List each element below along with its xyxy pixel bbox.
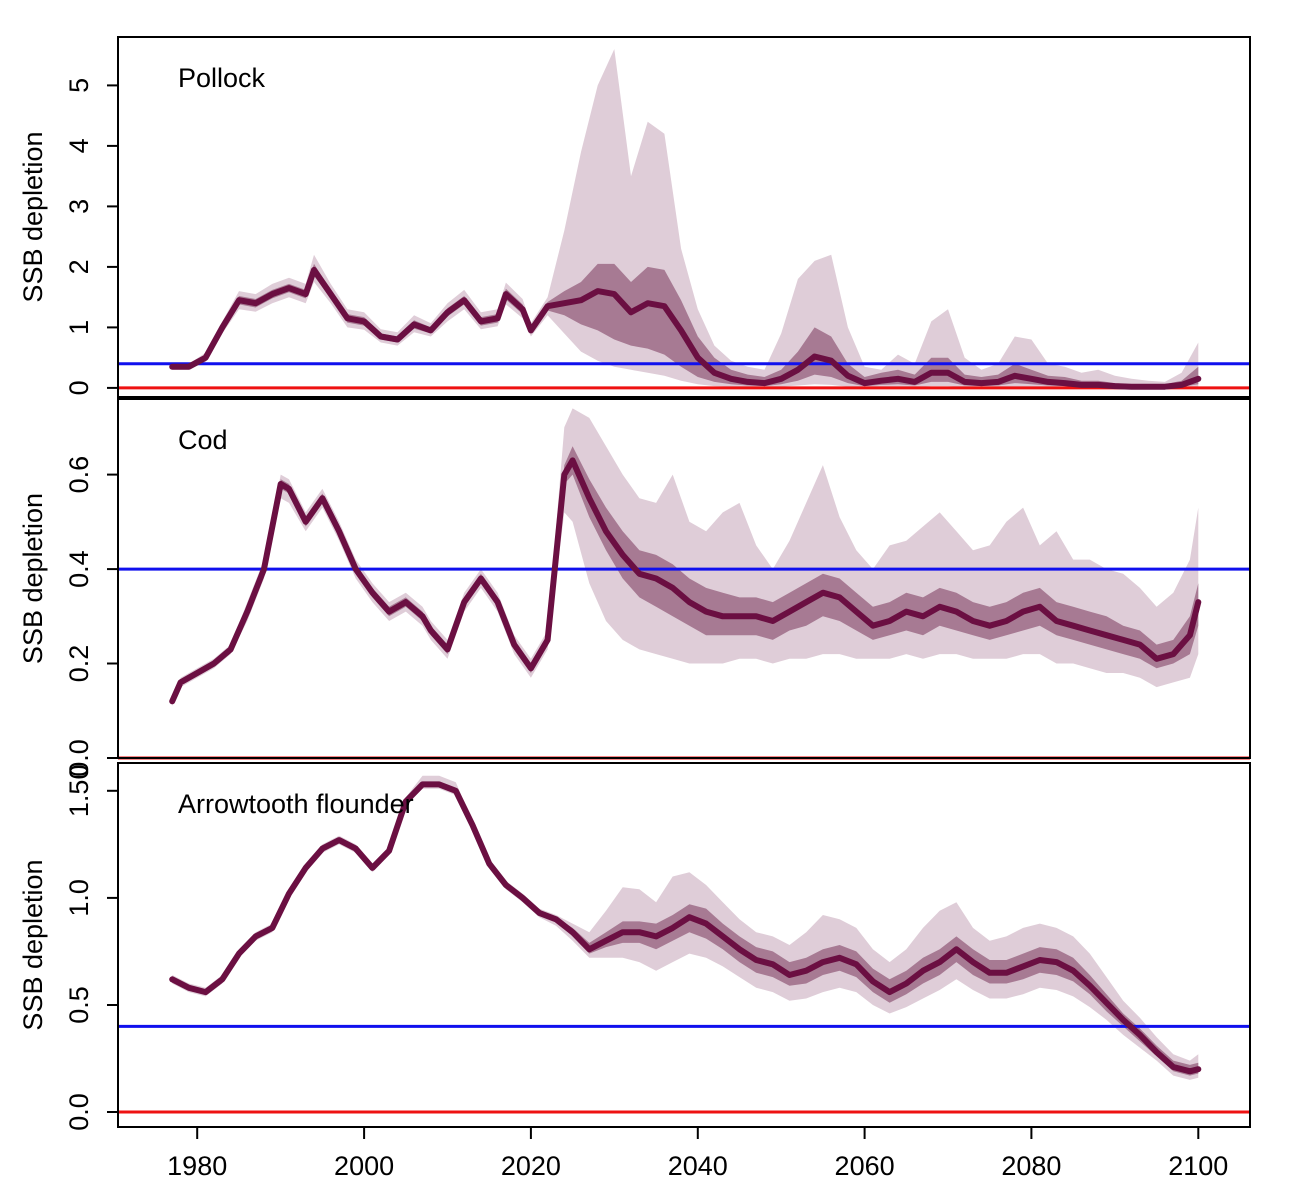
y-axis: 0 1 2 3 4 5 [64, 78, 118, 395]
y-axis: 0.0 0.5 1.0 1.50 [64, 765, 118, 1131]
inner-interval-band [172, 782, 1199, 1076]
y-tick-label: 3 [64, 199, 94, 214]
y-tick-label: 1 [64, 320, 94, 335]
panel-frame [117, 36, 1251, 398]
x-tick-label: 2020 [501, 1151, 561, 1181]
y-tick-label: 0.5 [64, 986, 94, 1024]
median-line [169, 457, 1202, 705]
x-tick-label: 2060 [835, 1151, 895, 1181]
y-tick-label: 1.0 [64, 879, 94, 917]
panel-arrowtooth-flounder: 0.0 0.5 1.0 1.50 Arrowtooth flounder SSB de… [18, 762, 1251, 1131]
x-tick-label: 2080 [1001, 1151, 1061, 1181]
y-axis-label: SSB depletion [18, 131, 48, 302]
y-axis-label: SSB depletion [18, 493, 48, 664]
median-line [169, 266, 1202, 390]
y-tick-label: 0.2 [64, 645, 94, 683]
panel-frame [117, 398, 1251, 759]
x-axis: 1980 2000 2020 2040 2060 2080 2100 [167, 1127, 1228, 1181]
outer-interval-band [172, 408, 1199, 706]
x-tick-label: 2040 [668, 1151, 728, 1181]
y-tick-label: 0.6 [64, 456, 94, 494]
inner-interval-band [172, 263, 1199, 388]
y-axis: 0.0 0.2 0.4 0.6 [64, 456, 118, 777]
y-tick-label: 4 [64, 138, 94, 153]
y-tick-label: 0.4 [64, 550, 94, 588]
panel-frame [117, 762, 1251, 1128]
y-axis-label: SSB depletion [18, 859, 48, 1030]
median-line [169, 781, 1202, 1075]
x-tick-label: 2100 [1168, 1151, 1228, 1181]
y-tick-label: 0 [64, 380, 94, 395]
panel-title: Pollock [178, 63, 266, 93]
panel-title: Arrowtooth flounder [178, 789, 414, 819]
y-tick-label: 0.0 [64, 1093, 94, 1131]
y-tick-label: 0.0 [64, 739, 94, 777]
y-tick-label: 5 [64, 78, 94, 93]
panel-title: Cod [178, 425, 228, 455]
panel-pollock: 0 1 2 3 4 5 Pollock SSB depletion [18, 36, 1251, 398]
panel-cod: 0.0 0.2 0.4 0.6 Cod SSB depletion [18, 398, 1251, 777]
y-tick-label: 1.50 [64, 765, 94, 818]
x-tick-label: 1980 [167, 1151, 227, 1181]
y-tick-label: 2 [64, 259, 94, 274]
x-tick-label: 2000 [334, 1151, 394, 1181]
